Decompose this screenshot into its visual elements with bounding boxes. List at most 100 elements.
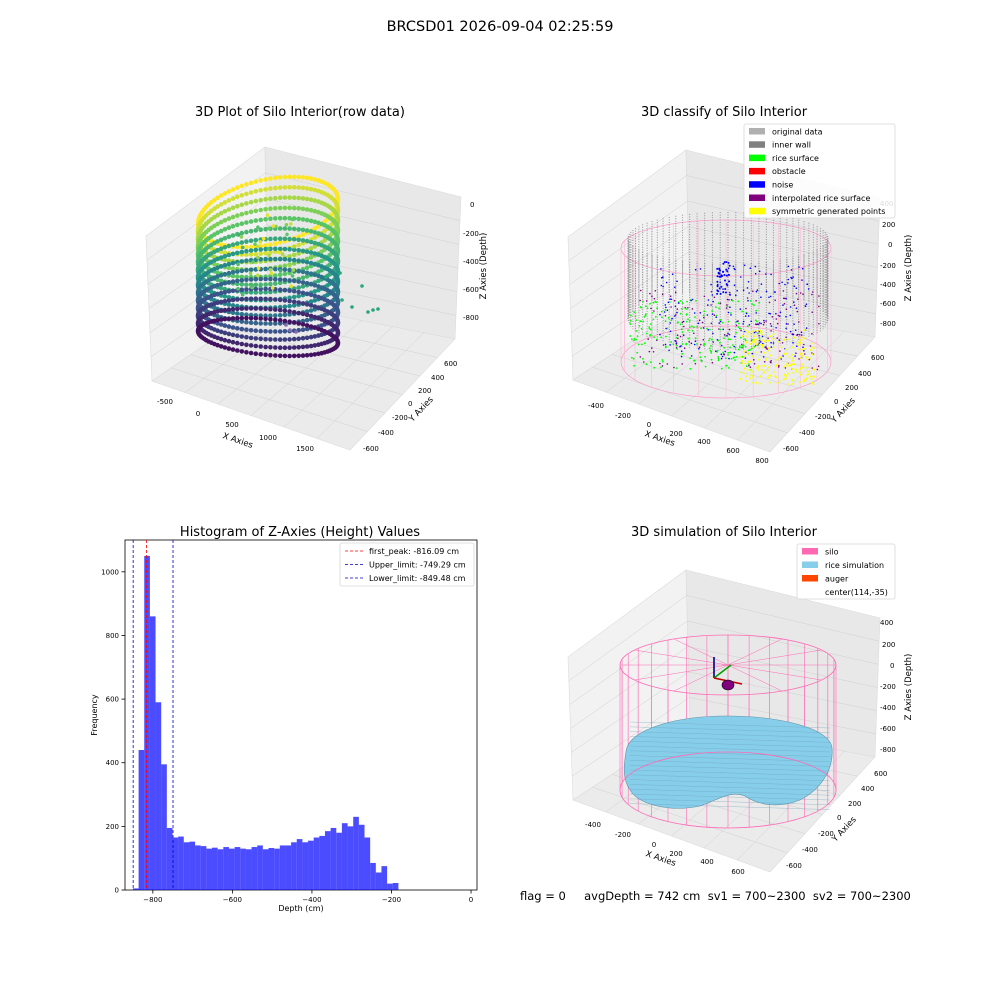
scatter-point xyxy=(316,278,321,284)
scatter-point xyxy=(287,174,292,180)
scatter-point xyxy=(253,208,259,214)
rice-surface-point xyxy=(729,338,731,341)
scatter-point xyxy=(282,337,288,342)
z-tick: -200 xyxy=(463,230,479,238)
scatter-point xyxy=(258,178,264,183)
scatter-point xyxy=(308,303,314,308)
scatter-point xyxy=(230,279,236,284)
histogram-bar xyxy=(155,702,162,890)
symmetric-point xyxy=(798,348,801,351)
noise-point xyxy=(787,265,790,268)
scatter-point xyxy=(218,308,224,314)
noise-point xyxy=(770,341,772,344)
scatter-point xyxy=(282,257,288,262)
scatter-point xyxy=(248,277,254,282)
interpolated-point xyxy=(728,291,731,294)
scatter-point xyxy=(244,248,249,254)
interpolated-point xyxy=(661,365,664,367)
scatter-point xyxy=(304,186,310,191)
rice-surface-point xyxy=(644,342,646,345)
rice-surface-point xyxy=(676,344,678,347)
gridline xyxy=(570,646,689,729)
scatter-point xyxy=(296,195,302,201)
noise-point xyxy=(719,292,722,295)
gridline xyxy=(568,175,687,262)
noise-point xyxy=(754,272,757,275)
scatter-point xyxy=(290,274,295,278)
scatter-point xyxy=(239,268,245,274)
scatter-point xyxy=(268,306,273,312)
scatter-point xyxy=(263,207,268,212)
scatter-point xyxy=(253,276,259,282)
x-tick-label: −600 xyxy=(223,896,242,904)
scatter-point xyxy=(273,345,278,350)
noise-point xyxy=(716,285,719,288)
scatter-point xyxy=(253,336,259,341)
symmetric-point xyxy=(813,368,816,371)
histogram-bar xyxy=(336,832,342,890)
rice-surface-point xyxy=(727,354,729,356)
scatter-point xyxy=(268,196,273,201)
rice-surface-point xyxy=(727,351,730,354)
surface-mesh xyxy=(629,803,831,810)
noise-point xyxy=(680,345,682,347)
scatter-point xyxy=(296,237,302,243)
noise-point xyxy=(802,346,804,349)
scatter-point xyxy=(253,237,259,243)
scatter-point xyxy=(215,247,220,253)
gridline xyxy=(572,697,690,777)
y-tick-label: 800 xyxy=(106,632,119,640)
rice-surface-point xyxy=(739,345,741,347)
interpolated-point xyxy=(783,302,786,305)
interpolated-point xyxy=(694,362,697,365)
scatter-point xyxy=(316,342,321,348)
scatter-point xyxy=(291,278,297,284)
noise-point xyxy=(720,344,723,347)
scatter-point xyxy=(287,195,292,200)
noise-point xyxy=(801,267,804,270)
noise-point xyxy=(775,312,777,315)
noise-point xyxy=(726,334,728,337)
legend-entry: interpolated rice surface xyxy=(772,194,870,203)
scatter-point xyxy=(292,244,297,249)
rice-surface-point xyxy=(719,328,722,331)
symmetric-point xyxy=(745,340,748,343)
scatter-point xyxy=(308,186,314,192)
scatter-point xyxy=(218,228,224,234)
scatter-point xyxy=(263,226,268,232)
scatter-point xyxy=(287,236,292,242)
symmetric-point xyxy=(799,342,802,345)
scatter-point xyxy=(253,242,257,246)
scatter-point xyxy=(300,206,306,212)
rice-surface-point xyxy=(709,328,711,331)
status-footer: flag = 0 avgDepth = 742 cm sv1 = 700~230… xyxy=(520,889,911,903)
noise-point xyxy=(723,274,726,276)
interpolated-point xyxy=(718,328,720,330)
interpolated-point xyxy=(652,351,655,353)
scatter-point xyxy=(258,240,263,244)
symmetric-point xyxy=(745,375,748,378)
rice-surface-point xyxy=(739,346,741,349)
scatter-point xyxy=(304,256,310,262)
scatter-point xyxy=(230,316,236,321)
rice-surface-point xyxy=(641,343,643,346)
scatter-point xyxy=(263,243,268,248)
z-tick: -400 xyxy=(880,704,896,712)
scatter-point xyxy=(253,290,259,295)
noise-point xyxy=(666,309,669,312)
y-tick: 200 xyxy=(418,387,431,395)
histogram-bar xyxy=(296,839,303,890)
symmetric-point xyxy=(769,374,772,377)
scatter-point xyxy=(235,340,240,346)
histogram-bar xyxy=(387,883,393,890)
interpolated-point xyxy=(654,290,657,292)
scatter-point xyxy=(300,284,306,289)
interpolated-point xyxy=(784,297,786,300)
symmetric-point xyxy=(772,346,775,349)
symmetric-point xyxy=(756,366,759,369)
noise-point xyxy=(756,289,759,291)
interpolated-point xyxy=(802,293,804,296)
scatter-point xyxy=(263,187,268,192)
scatter-point xyxy=(277,256,283,262)
scatter-point xyxy=(291,294,297,300)
